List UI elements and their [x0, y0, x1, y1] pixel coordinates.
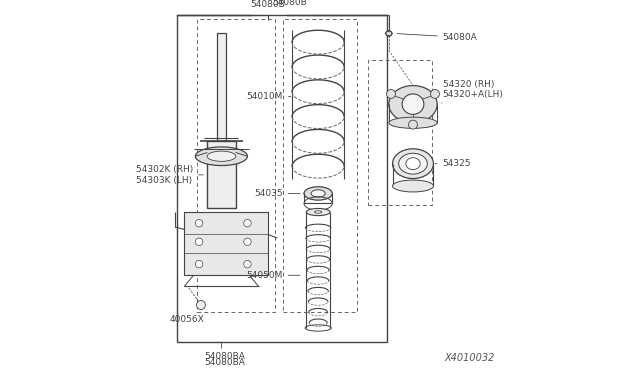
Text: 54320 (RH)
54320+A(LH): 54320 (RH) 54320+A(LH): [442, 80, 504, 103]
Text: 54080B: 54080B: [272, 0, 307, 7]
Text: 54325: 54325: [435, 159, 471, 168]
Circle shape: [195, 238, 203, 246]
Ellipse shape: [304, 187, 332, 200]
Circle shape: [387, 89, 396, 98]
Bar: [197, 19, 275, 312]
Text: 40056X: 40056X: [170, 312, 204, 324]
Circle shape: [408, 120, 417, 129]
Bar: [217, 33, 226, 141]
Ellipse shape: [402, 94, 424, 115]
Bar: [207, 141, 236, 208]
Bar: [184, 212, 268, 275]
Text: 54050M: 54050M: [246, 271, 300, 280]
Text: 54080BA: 54080BA: [205, 352, 246, 360]
Bar: [283, 19, 357, 312]
Ellipse shape: [315, 211, 322, 213]
Text: 54302K (RH)
54303K (LH): 54302K (RH) 54303K (LH): [136, 165, 204, 185]
Bar: [177, 15, 387, 342]
Text: 54010M: 54010M: [246, 92, 291, 101]
Bar: [369, 60, 431, 205]
Circle shape: [244, 260, 251, 268]
Text: 54080B: 54080B: [250, 0, 285, 9]
Ellipse shape: [392, 180, 433, 192]
Ellipse shape: [389, 117, 437, 128]
Ellipse shape: [195, 147, 248, 166]
Ellipse shape: [311, 190, 325, 197]
Ellipse shape: [207, 151, 236, 161]
Text: 54035: 54035: [254, 189, 300, 198]
Circle shape: [431, 89, 440, 98]
Circle shape: [244, 238, 251, 246]
Ellipse shape: [406, 158, 420, 170]
Text: 54080BA: 54080BA: [205, 358, 246, 367]
Circle shape: [244, 219, 251, 227]
Circle shape: [195, 219, 203, 227]
Circle shape: [195, 260, 203, 268]
Ellipse shape: [392, 149, 433, 179]
Ellipse shape: [389, 86, 437, 123]
Ellipse shape: [399, 153, 428, 174]
Text: 54080A: 54080A: [397, 33, 477, 42]
Text: X4010032: X4010032: [444, 353, 495, 363]
Ellipse shape: [306, 208, 330, 216]
Circle shape: [196, 301, 205, 310]
Circle shape: [386, 31, 392, 36]
